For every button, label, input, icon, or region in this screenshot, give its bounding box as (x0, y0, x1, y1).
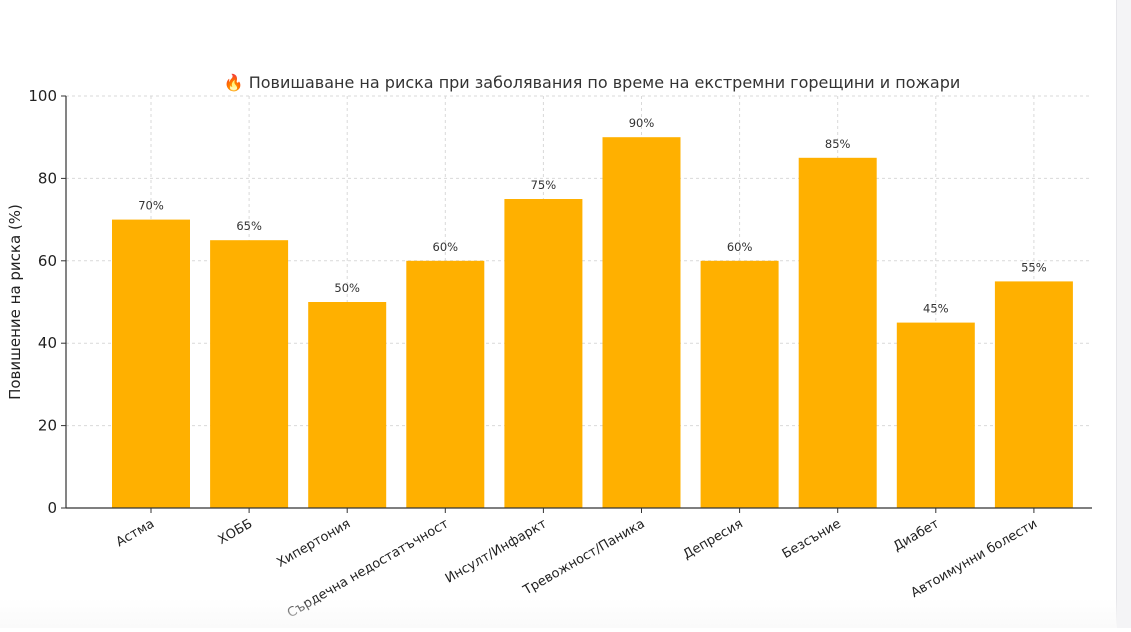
y-tick-label: 0 (47, 499, 57, 517)
bar (210, 240, 289, 508)
chart-title: 🔥 Повишаване на риска при заболявания по… (224, 73, 961, 92)
bar (602, 137, 681, 508)
bar (896, 322, 975, 508)
y-tick-label: 80 (38, 169, 57, 187)
x-tick-label: Диабет (891, 516, 942, 554)
bar-value-label: 90% (629, 116, 655, 130)
bar-value-label: 50% (334, 281, 360, 295)
bar (504, 199, 583, 508)
bar-value-label: 60% (727, 240, 753, 254)
y-tick-label: 40 (38, 334, 57, 352)
bar-value-label: 75% (531, 178, 557, 192)
bar (112, 219, 190, 508)
bar (308, 302, 387, 508)
bars-layer (112, 137, 1073, 509)
bottom-fade (0, 598, 1117, 628)
y-tick-label: 60 (38, 252, 57, 270)
x-tick-label: Инсулт/Инфаркт (443, 516, 550, 586)
bar-value-label: 65% (236, 219, 262, 233)
window-edge (1116, 0, 1131, 628)
bar-value-label: 70% (138, 199, 164, 213)
bar-value-label: 60% (433, 240, 459, 254)
x-tick-label: Депресия (681, 516, 746, 562)
x-tick-label: Безсъние (780, 516, 844, 562)
y-axis-label: Повишение на риска (%) (6, 204, 24, 400)
x-tick-label: Астма (114, 516, 157, 550)
y-tick-label: 100 (28, 87, 57, 105)
bar-value-label: 85% (825, 137, 851, 151)
bar-value-label: 45% (923, 302, 949, 316)
x-tick-label: ХОББ (216, 516, 256, 547)
bar-value-label: 55% (1021, 260, 1047, 274)
bar (994, 281, 1073, 508)
bar (798, 157, 877, 509)
value-labels-layer: 70% 65% 50% 60% 75% 90% 60% 85% 45% 55% (138, 116, 1047, 315)
bar (406, 260, 485, 508)
x-tick-label: Хипертония (274, 516, 353, 570)
y-tick-label: 20 (38, 417, 57, 435)
bar (700, 260, 779, 508)
